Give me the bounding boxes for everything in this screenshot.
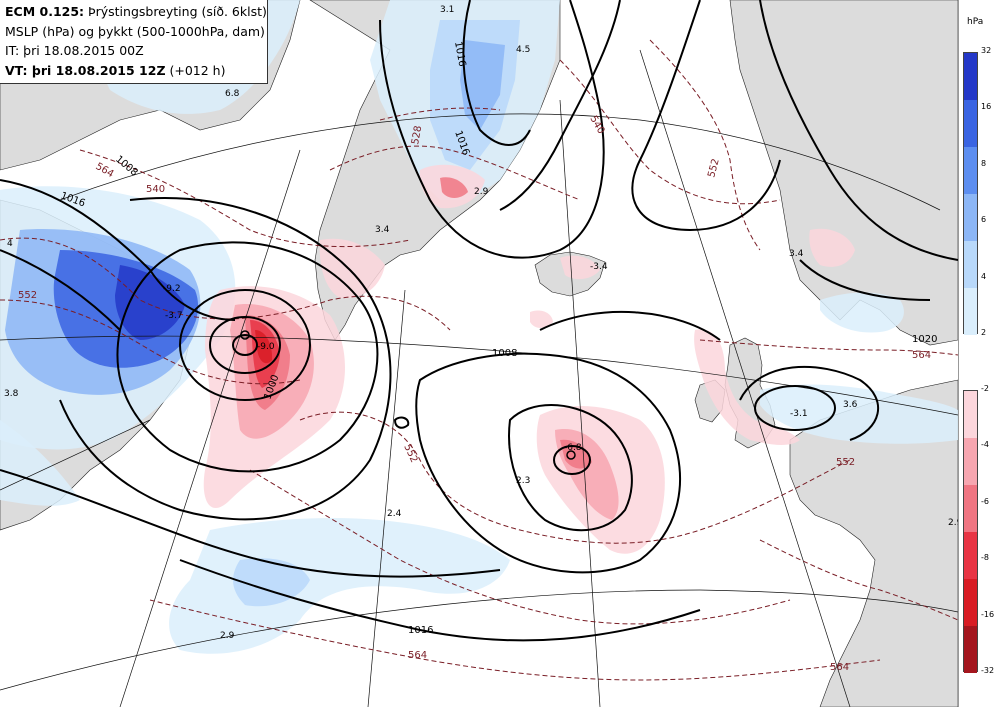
low-center-marker [240, 330, 250, 340]
legend-swatch-rise-8 [964, 147, 977, 194]
legend-swatch-fall-6 [964, 485, 977, 532]
thickness-label: 528 [410, 125, 424, 146]
legend-swatch-fall-4 [964, 438, 977, 485]
legend-tick: 32 [981, 46, 992, 55]
legend-tick: 4 [981, 272, 987, 281]
tendency-label: 6.8 [225, 89, 240, 99]
legend-swatch-rise-16 [964, 100, 977, 147]
legend-tick: -6 [981, 497, 989, 506]
tendency-label: -3.4 [590, 262, 608, 272]
legend-unit: hPa [967, 17, 984, 27]
field-name-2: MSLP (hPa) og þykkt (500-1000hPa, dam) [5, 23, 265, 39]
tendency-label: 3.1 [440, 5, 454, 15]
legend-tick: -4 [981, 440, 989, 449]
isobar-label: 1008 [492, 348, 517, 359]
field-name-1: Þrýstingsbreyting (síð. 6klst) [88, 4, 267, 19]
isobar-label: 1016 [408, 625, 433, 636]
legend-tick: -16 [981, 610, 995, 619]
legend-swatch-rise-2 [964, 288, 977, 335]
legend-swatch-fall-32 [964, 626, 977, 673]
valid-time: VT: þri 18.08.2015 12Z [5, 62, 166, 78]
isobars [0, 0, 958, 642]
legend-rise-bar [963, 52, 978, 335]
tendency-label: 4.5 [516, 45, 530, 55]
info-line-4: VT: þri 18.08.2015 12Z (+012 h) [5, 61, 267, 81]
thickness-label: 564 [830, 662, 849, 673]
tendency-label: -3.1 [790, 409, 808, 419]
legend-tick: 2 [981, 328, 987, 337]
legend-tick: 16 [981, 102, 992, 111]
forecast-hour: (+012 h) [169, 62, 226, 78]
low-centers [240, 330, 576, 460]
thickness-label: 552 [836, 457, 855, 468]
tendency-label: 3.6 [843, 400, 858, 410]
legend-swatch-fall-2 [964, 391, 977, 438]
tendency-label: 2.9 [948, 518, 958, 528]
legend-swatch-rise-4 [964, 241, 977, 288]
legend-tick: 8 [981, 159, 987, 168]
tendency-label: 3.4 [789, 249, 804, 259]
thickness-label: 552 [706, 157, 722, 178]
legend-swatch-fall-8 [964, 532, 977, 579]
legend-tick: 6 [981, 215, 987, 224]
legend-fall-bar [963, 390, 978, 673]
tendency-label: -9.0 [257, 342, 275, 352]
tendency-label: -6.8 [564, 443, 582, 453]
tendency-label: 2.9 [474, 187, 489, 197]
tendency-label: 3.8 [4, 389, 19, 399]
legend-tick: -8 [981, 553, 989, 562]
thickness-label: 552 [18, 290, 37, 301]
isobar-label: 1016 [452, 41, 467, 68]
legend-swatch-rise-32 [964, 53, 977, 100]
tendency-label: -3.7 [165, 311, 183, 321]
isobar-label: 1020 [912, 334, 937, 345]
info-line-1: ECM 0.125: Þrýstingsbreyting (síð. 6klst… [5, 2, 267, 22]
legend-swatch-fall-16 [964, 579, 977, 626]
legend-tick: -32 [981, 666, 995, 675]
legend-tick: -2 [981, 384, 989, 393]
graticule [0, 49, 958, 707]
low-center-marker [566, 450, 576, 460]
thickness-label: 564 [408, 650, 427, 661]
legend-panel: hPa 32 16 8 6 4 2 -2 -4 -6 -8 -16 -32 [958, 0, 1000, 707]
tendency-label: 2.9 [220, 631, 235, 641]
thickness-label: 564 [912, 350, 931, 361]
tendency-label: 2.4 [387, 509, 402, 519]
thickness-label: 540 [146, 184, 165, 195]
tendency-labels: 3.1 4.5 6.8 3.4 2.9 -9.2 -3.7 -9.0 3.8 -… [4, 5, 958, 641]
legend-swatch-rise-6 [964, 194, 977, 241]
tendency-label: -9.2 [163, 284, 181, 294]
thickness-contours [0, 39, 958, 681]
model-name: ECM 0.125: [5, 4, 85, 19]
tendency-label: 4 [7, 239, 13, 249]
tendency-label: 2.3 [516, 476, 530, 486]
init-time: IT: þri 18.08.2015 00Z [5, 43, 144, 58]
weather-map: 1016 1016 1016 1008 1008 1000 1020 1016 … [0, 0, 958, 707]
info-box: ECM 0.125: Þrýstingsbreyting (síð. 6klst… [0, 0, 268, 84]
tendency-label: 3.4 [375, 225, 390, 235]
